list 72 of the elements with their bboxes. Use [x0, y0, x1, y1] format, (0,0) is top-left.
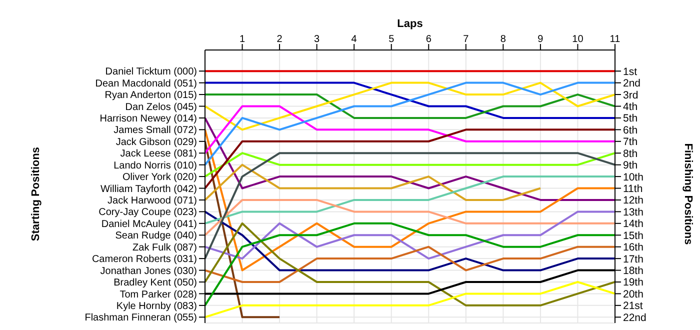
category-label: James Small (072) — [114, 125, 197, 136]
line-series — [205, 82, 615, 131]
category-label: Jack Harwood (071) — [108, 196, 197, 207]
y2-tick-label: 19th — [623, 276, 644, 289]
category-label: Ryan Anderton (015) — [104, 90, 197, 102]
category-label: Kyle Hornby (083) — [116, 300, 197, 312]
y2-tick-label: 13th — [623, 206, 644, 218]
x-tick-label: 7 — [463, 34, 470, 45]
y2-tick-label: 17th — [623, 253, 644, 266]
text: Starting Positions — [30, 146, 42, 242]
x-tick-label: 4 — [351, 34, 358, 45]
line-series — [205, 164, 542, 201]
y2-tick-label: 10th — [623, 171, 644, 184]
x-tick-label: 8 — [500, 34, 506, 45]
y2-tick-label: 14th — [623, 218, 644, 230]
category-label: William Tayforth (042) — [100, 184, 197, 195]
category-label: Tom Parker (028) — [120, 289, 197, 300]
x-tick-label: 5 — [388, 34, 395, 45]
category-label: Cameron Roberts (031) — [92, 254, 197, 266]
category-label: Bradley Kent (050) — [114, 278, 197, 289]
y2-tick-label: 5th — [623, 112, 638, 125]
category-label: Daniel McAuley (041) — [101, 218, 197, 230]
x-tick-label: 1 — [239, 34, 246, 45]
y2-axis-title: Finishing Positions — [682, 143, 694, 245]
line-series — [205, 82, 615, 119]
y2-tick-label: 15th — [623, 230, 644, 242]
y2-tick-label: 21st — [623, 300, 643, 312]
y2-tick-label: 16th — [623, 242, 644, 254]
y2-tick-label: 8th — [623, 148, 638, 160]
y2-tick-label: 3rd — [623, 89, 638, 102]
category-label: Flashman Finneran (055) — [84, 312, 197, 324]
y2-tick-label: 9th — [623, 160, 638, 172]
line-series — [205, 152, 615, 260]
line-series — [205, 210, 615, 272]
category-label: Dean Macdonald (051) — [95, 78, 197, 90]
x-tick-label: 10 — [572, 34, 584, 45]
line-series — [205, 198, 615, 236]
category-label: Harrison Newey (014) — [100, 114, 197, 125]
y2-tick-label: 12th — [623, 194, 644, 207]
line-series — [205, 128, 615, 272]
y2-tick-label: 4th — [623, 100, 638, 113]
line-series — [205, 116, 615, 201]
category-label: Dan Zelos (045) — [125, 102, 197, 113]
x-tick-label: 6 — [426, 34, 432, 45]
y2-tick-label: 20th — [623, 288, 644, 300]
y2-tick-label: 18th — [623, 265, 644, 277]
line-series — [205, 176, 615, 224]
category-label: Jack Leese (081) — [120, 148, 197, 160]
x-tick-label: 2 — [276, 34, 283, 45]
category-label: Lando Norris (010) — [114, 160, 197, 172]
category-label: Zak Fulk (087) — [132, 242, 197, 254]
category-label: Sean Rudge (040) — [115, 230, 197, 242]
category-label: Oliver York (020) — [122, 172, 197, 184]
y2-tick-label: 7th — [623, 136, 638, 148]
x-tick-label: 3 — [314, 34, 320, 45]
line-series — [205, 82, 615, 166]
line-series — [205, 105, 615, 154]
x-tick-label: 11 — [610, 34, 621, 45]
x-tick-label: 9 — [538, 34, 544, 45]
category-label: Jack Gibson (029) — [116, 136, 197, 148]
category-label: Cory-Jay Coupe (023) — [98, 207, 197, 218]
y2-tick-label: 22nd — [623, 312, 647, 324]
category-label: Jonathan Jones (030) — [100, 266, 197, 277]
line-series — [205, 246, 615, 283]
line-series — [205, 210, 615, 260]
chart-title: Laps — [396, 18, 424, 30]
y2-tick-label: 2nd — [623, 78, 641, 90]
y2-tick-label: 6th — [623, 124, 638, 136]
y2-tick-label: 1st — [623, 66, 638, 78]
category-label: Daniel Ticktum (000) — [105, 66, 197, 78]
y2-tick-label: 11th — [623, 182, 643, 195]
line-series — [205, 280, 615, 318]
